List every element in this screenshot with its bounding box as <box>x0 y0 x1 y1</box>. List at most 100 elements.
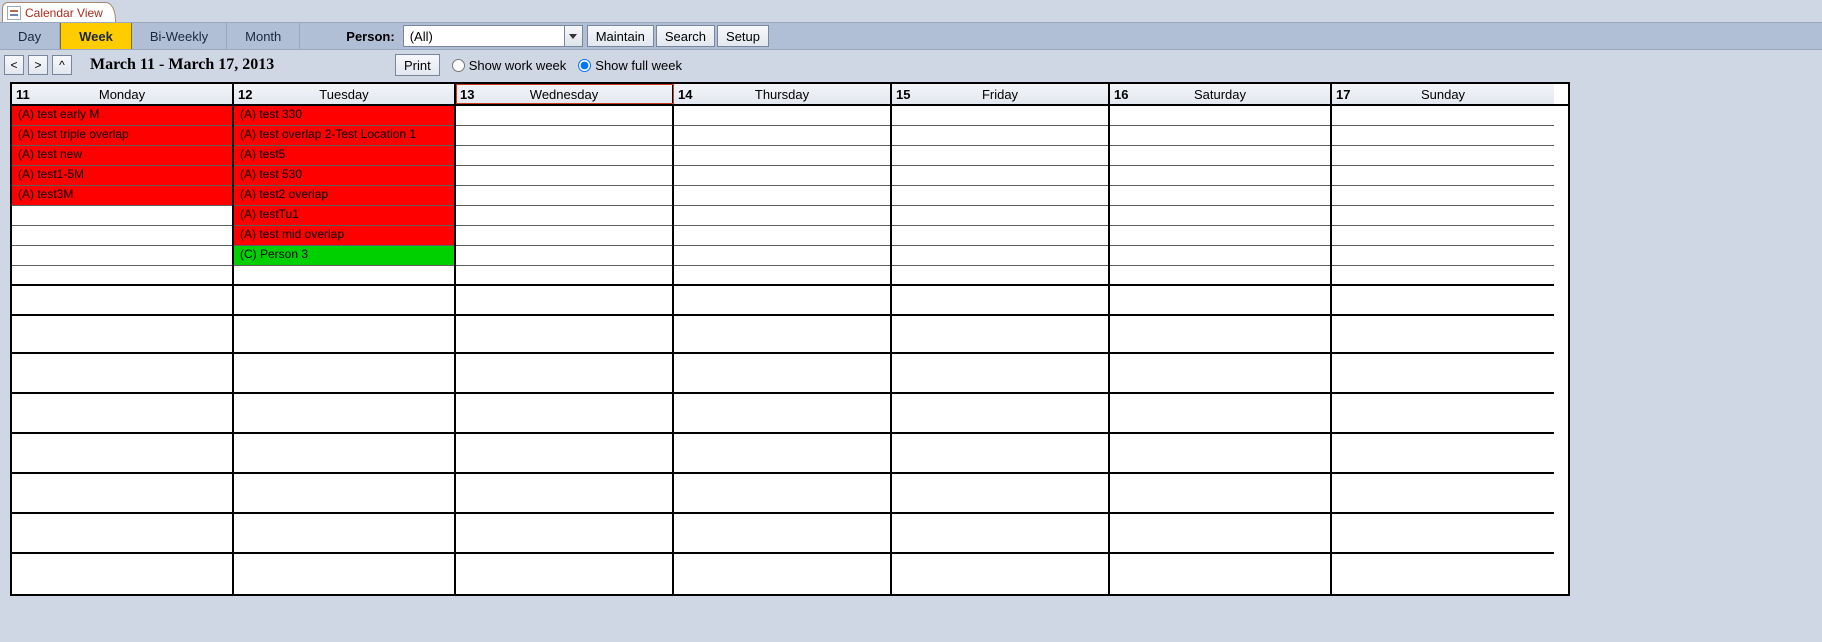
calendar-header[interactable]: 11Monday <box>12 84 234 104</box>
radio-work-week-input[interactable] <box>452 59 465 72</box>
calendar-empty-slot[interactable] <box>1332 246 1554 266</box>
calendar-hour-row[interactable] <box>456 394 672 434</box>
calendar-empty-slot[interactable] <box>674 206 890 226</box>
calendar-empty-slot[interactable] <box>1332 206 1554 226</box>
calendar-empty-slot[interactable] <box>674 146 890 166</box>
calendar-hour-row[interactable] <box>12 474 232 514</box>
calendar-hour-row[interactable] <box>234 394 454 434</box>
calendar-event[interactable]: (A) test 530 <box>234 166 454 186</box>
calendar-hour-row[interactable] <box>12 514 232 554</box>
calendar-empty-slot[interactable] <box>1110 206 1330 226</box>
calendar-empty-slot[interactable] <box>892 226 1108 246</box>
calendar-hour-row[interactable] <box>234 286 454 316</box>
calendar-empty-slot[interactable] <box>1110 106 1330 126</box>
calendar-empty-slot[interactable] <box>1110 126 1330 146</box>
calendar-event[interactable]: (A) test1-5M <box>12 166 232 186</box>
calendar-day-column[interactable] <box>674 106 892 594</box>
calendar-header[interactable]: 13Wednesday <box>456 84 674 104</box>
calendar-hour-row[interactable] <box>12 554 232 594</box>
calendar-empty-slot[interactable] <box>456 186 672 206</box>
calendar-hour-row[interactable] <box>1110 474 1330 514</box>
calendar-header[interactable]: 16Saturday <box>1110 84 1332 104</box>
calendar-empty-slot[interactable] <box>12 266 232 286</box>
prev-button[interactable]: < <box>4 55 24 75</box>
calendar-empty-slot[interactable] <box>1332 166 1554 186</box>
calendar-empty-slot[interactable] <box>674 166 890 186</box>
calendar-empty-slot[interactable] <box>674 186 890 206</box>
calendar-hour-row[interactable] <box>674 554 890 594</box>
calendar-empty-slot[interactable] <box>456 126 672 146</box>
calendar-hour-row[interactable] <box>892 474 1108 514</box>
calendar-header[interactable]: 15Friday <box>892 84 1110 104</box>
calendar-empty-slot[interactable] <box>892 246 1108 266</box>
calendar-empty-slot[interactable] <box>674 226 890 246</box>
calendar-hour-row[interactable] <box>456 354 672 394</box>
calendar-hour-row[interactable] <box>234 316 454 354</box>
calendar-hour-row[interactable] <box>1110 514 1330 554</box>
calendar-empty-slot[interactable] <box>674 266 890 286</box>
calendar-hour-row[interactable] <box>234 514 454 554</box>
calendar-hour-row[interactable] <box>456 286 672 316</box>
calendar-hour-row[interactable] <box>892 316 1108 354</box>
calendar-empty-slot[interactable] <box>1332 126 1554 146</box>
calendar-empty-slot[interactable] <box>1332 226 1554 246</box>
calendar-hour-row[interactable] <box>674 316 890 354</box>
next-button[interactable]: > <box>28 55 48 75</box>
calendar-empty-slot[interactable] <box>674 246 890 266</box>
calendar-hour-row[interactable] <box>674 434 890 474</box>
calendar-event[interactable]: (A) testTu1 <box>234 206 454 226</box>
calendar-day-column[interactable] <box>892 106 1110 594</box>
chevron-down-icon[interactable] <box>564 26 582 46</box>
view-tab-biweekly[interactable]: Bi-Weekly <box>132 23 227 49</box>
calendar-empty-slot[interactable] <box>1332 146 1554 166</box>
calendar-empty-slot[interactable] <box>456 146 672 166</box>
calendar-hour-row[interactable] <box>1110 394 1330 434</box>
calendar-hour-row[interactable] <box>1332 286 1554 316</box>
calendar-hour-row[interactable] <box>892 354 1108 394</box>
calendar-hour-row[interactable] <box>12 394 232 434</box>
calendar-empty-slot[interactable] <box>1110 246 1330 266</box>
calendar-hour-row[interactable] <box>456 316 672 354</box>
calendar-empty-slot[interactable] <box>456 226 672 246</box>
calendar-day-column[interactable] <box>456 106 674 594</box>
calendar-hour-row[interactable] <box>1332 316 1554 354</box>
calendar-hour-row[interactable] <box>234 474 454 514</box>
calendar-hour-row[interactable] <box>456 434 672 474</box>
calendar-empty-slot[interactable] <box>892 206 1108 226</box>
person-combo[interactable] <box>403 25 583 47</box>
calendar-event[interactable]: (A) test3M <box>12 186 232 206</box>
view-tab-day[interactable]: Day <box>0 23 60 49</box>
calendar-hour-row[interactable] <box>234 554 454 594</box>
calendar-empty-slot[interactable] <box>1332 186 1554 206</box>
calendar-hour-row[interactable] <box>892 514 1108 554</box>
calendar-hour-row[interactable] <box>1332 394 1554 434</box>
calendar-empty-slot[interactable] <box>456 206 672 226</box>
calendar-empty-slot[interactable] <box>674 106 890 126</box>
calendar-hour-row[interactable] <box>1332 514 1554 554</box>
tab-calendar-view[interactable]: Calendar View <box>2 2 116 22</box>
calendar-empty-slot[interactable] <box>1110 266 1330 286</box>
calendar-hour-row[interactable] <box>234 354 454 394</box>
calendar-empty-slot[interactable] <box>892 106 1108 126</box>
calendar-event[interactable]: (A) test overlap 2-Test Location 1 <box>234 126 454 146</box>
calendar-hour-row[interactable] <box>234 434 454 474</box>
calendar-hour-row[interactable] <box>892 286 1108 316</box>
calendar-hour-row[interactable] <box>456 554 672 594</box>
calendar-empty-slot[interactable] <box>892 126 1108 146</box>
radio-full-week[interactable]: Show full week <box>578 58 682 73</box>
radio-full-week-input[interactable] <box>578 59 591 72</box>
calendar-event[interactable]: (A) test triple overlap <box>12 126 232 146</box>
calendar-event[interactable]: (A) test 330 <box>234 106 454 126</box>
view-tab-week[interactable]: Week <box>60 23 132 49</box>
calendar-empty-slot[interactable] <box>234 266 454 286</box>
calendar-header[interactable]: 17Sunday <box>1332 84 1554 104</box>
calendar-event[interactable]: (A) test5 <box>234 146 454 166</box>
calendar-hour-row[interactable] <box>674 394 890 434</box>
calendar-day-column[interactable]: (A) test early M(A) test triple overlap(… <box>12 106 234 594</box>
calendar-hour-row[interactable] <box>1332 474 1554 514</box>
calendar-hour-row[interactable] <box>892 434 1108 474</box>
view-tab-month[interactable]: Month <box>227 23 300 49</box>
calendar-empty-slot[interactable] <box>12 206 232 226</box>
calendar-hour-row[interactable] <box>12 316 232 354</box>
calendar-empty-slot[interactable] <box>1110 166 1330 186</box>
